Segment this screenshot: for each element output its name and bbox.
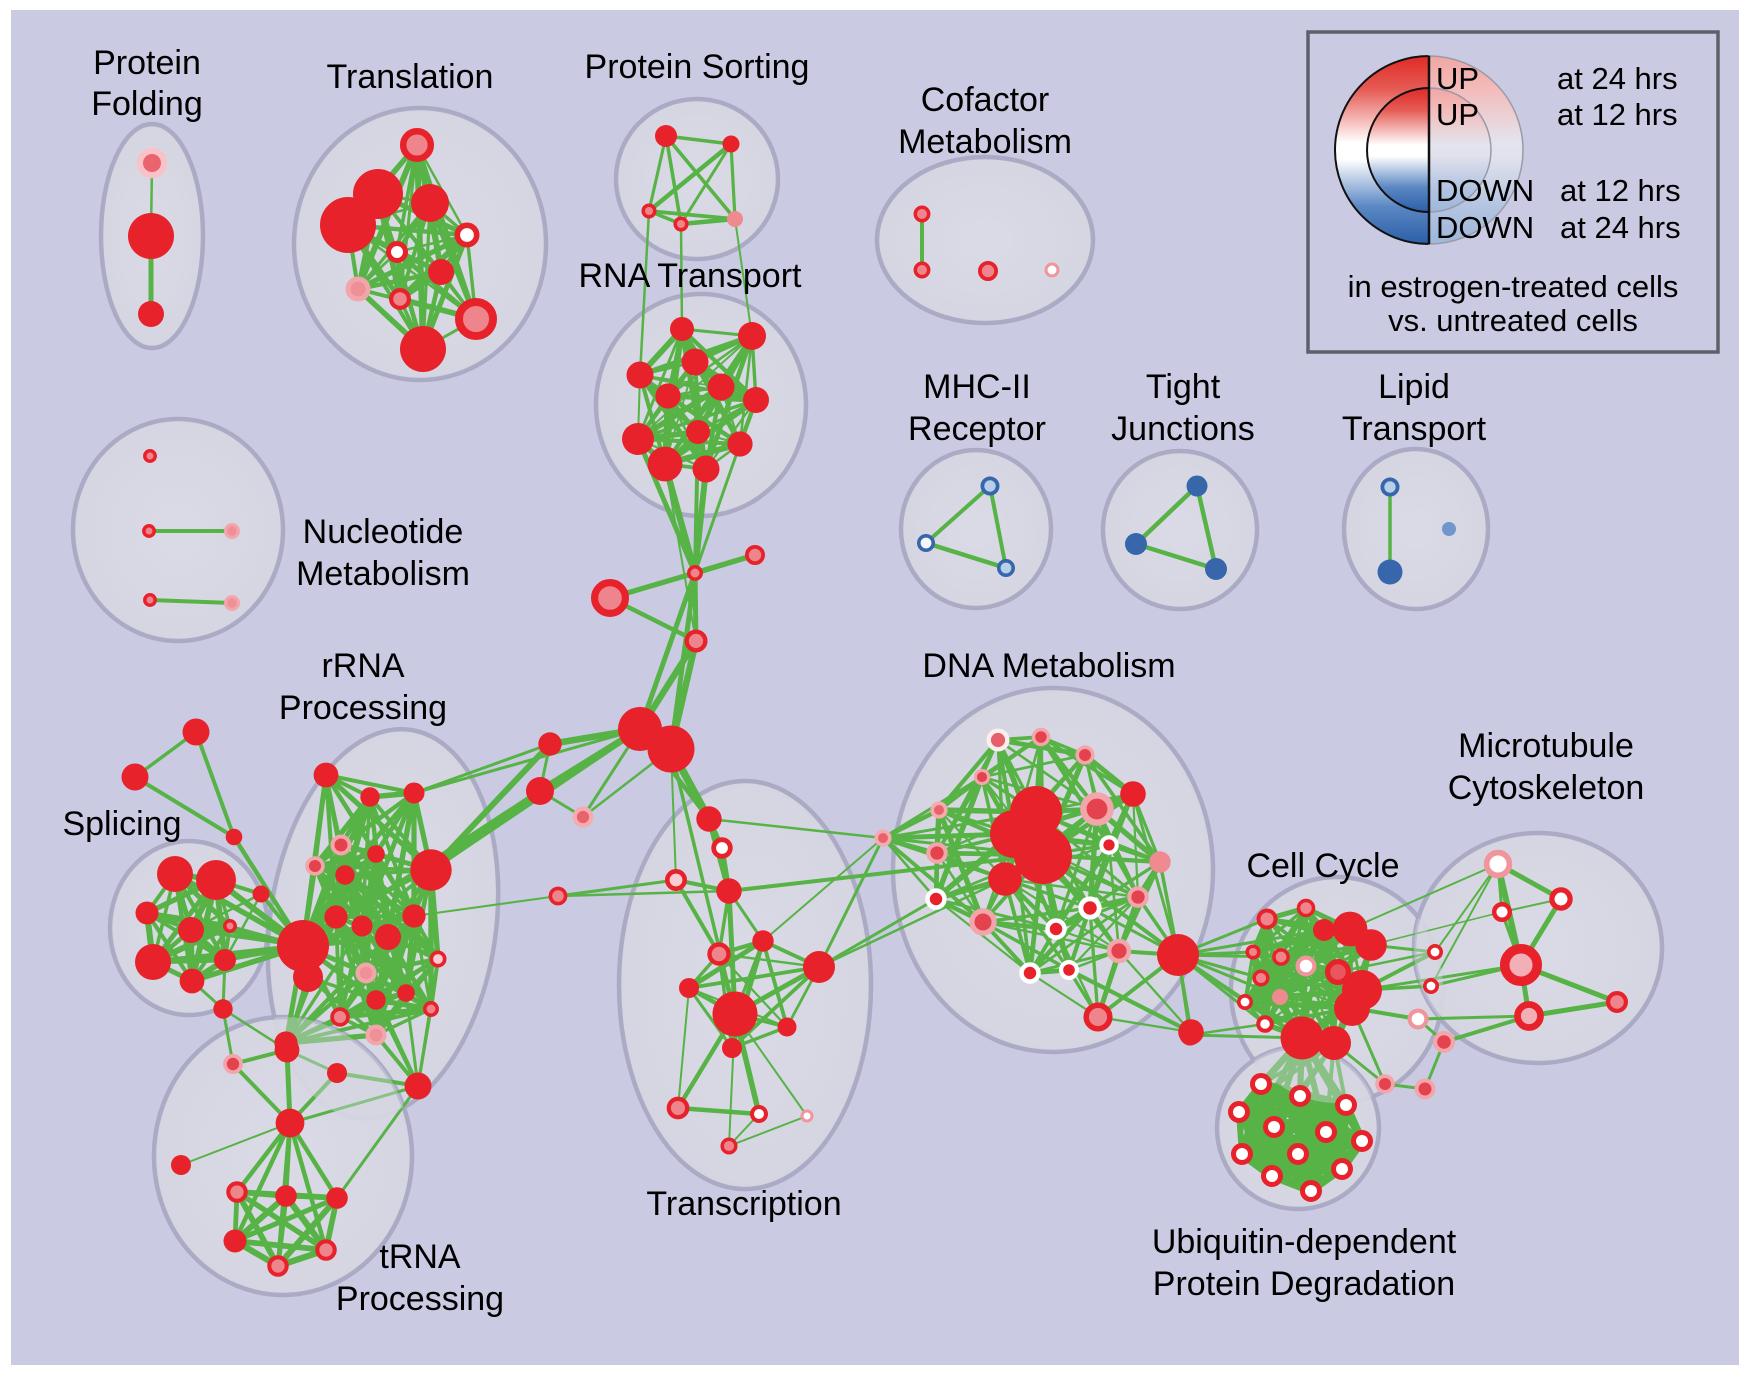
svg-text:Splicing: Splicing [62,805,181,843]
svg-text:Microtubule: Microtubule [1458,727,1634,765]
svg-text:at 12 hrs: at 12 hrs [1557,97,1678,132]
svg-text:at 24 hrs: at 24 hrs [1557,61,1678,96]
svg-text:UP: UP [1436,61,1479,96]
svg-text:DOWN: DOWN [1436,173,1534,208]
svg-text:Processing: Processing [279,689,447,727]
svg-text:tRNA: tRNA [379,1238,461,1276]
svg-text:Receptor: Receptor [908,410,1046,448]
svg-text:Folding: Folding [91,85,203,123]
svg-text:Cofactor: Cofactor [921,81,1050,119]
svg-text:DNA Metabolism: DNA Metabolism [922,647,1175,685]
svg-text:DOWN: DOWN [1436,210,1534,245]
svg-text:Processing: Processing [336,1280,504,1318]
svg-text:rRNA: rRNA [321,647,404,685]
svg-text:Translation: Translation [327,58,494,96]
svg-text:Cytoskeleton: Cytoskeleton [1448,769,1645,807]
svg-text:MHC-II: MHC-II [923,368,1031,406]
svg-text:Junctions: Junctions [1111,410,1255,448]
svg-text:Ubiquitin-dependent: Ubiquitin-dependent [1152,1223,1457,1261]
svg-text:Nucleotide: Nucleotide [303,513,464,551]
svg-text:Metabolism: Metabolism [898,123,1072,161]
svg-text:at 24 hrs: at 24 hrs [1560,210,1681,245]
svg-text:Protein: Protein [93,44,201,82]
svg-text:UP: UP [1436,97,1479,132]
svg-text:Transport: Transport [1342,410,1487,448]
svg-text:in estrogen-treated cells: in estrogen-treated cells [1348,269,1679,304]
svg-text:Transcription: Transcription [646,1185,841,1223]
svg-text:Metabolism: Metabolism [296,555,470,593]
svg-text:RNA Transport: RNA Transport [579,257,803,295]
svg-text:at 12 hrs: at 12 hrs [1560,173,1681,208]
svg-text:vs. untreated cells: vs. untreated cells [1388,303,1638,338]
svg-text:Lipid: Lipid [1378,368,1450,406]
svg-text:Protein Sorting: Protein Sorting [585,48,810,86]
svg-text:Cell Cycle: Cell Cycle [1246,847,1399,885]
svg-text:Tight: Tight [1146,368,1221,406]
svg-text:Protein Degradation: Protein Degradation [1153,1265,1455,1303]
